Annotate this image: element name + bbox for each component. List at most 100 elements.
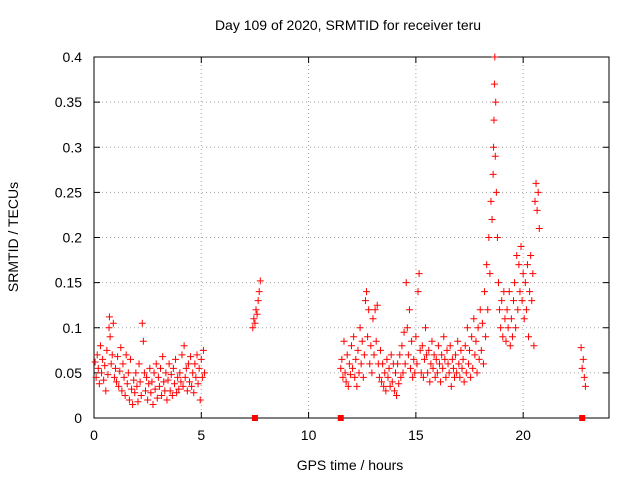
data-point <box>368 369 376 377</box>
data-point <box>578 364 586 372</box>
data-point <box>522 306 530 314</box>
data-point <box>346 371 354 379</box>
data-point <box>387 351 395 359</box>
data-point <box>466 346 474 354</box>
data-point <box>423 351 431 359</box>
data-point <box>429 364 437 372</box>
data-point <box>358 337 366 345</box>
data-point <box>167 371 175 379</box>
data-point <box>117 344 125 352</box>
data-point <box>514 306 522 314</box>
data-point <box>416 346 424 354</box>
data-point <box>512 324 520 332</box>
data-point <box>470 315 478 323</box>
data-point <box>405 306 413 314</box>
data-point <box>134 398 142 406</box>
data-point <box>380 382 388 390</box>
data-point <box>181 373 189 381</box>
data-point <box>518 297 526 305</box>
data-point <box>371 306 379 314</box>
data-point <box>342 378 350 386</box>
data-point <box>490 116 498 124</box>
data-point <box>492 98 500 106</box>
data-point <box>476 306 484 314</box>
data-point <box>493 234 501 241</box>
data-point <box>441 355 449 363</box>
data-point <box>369 315 377 323</box>
data-point <box>390 387 398 395</box>
data-point <box>115 382 123 390</box>
data-point <box>510 297 518 305</box>
data-point <box>486 270 494 278</box>
data-point <box>506 342 514 350</box>
data-point <box>431 373 439 381</box>
data-point <box>91 358 99 366</box>
data-point <box>93 351 101 359</box>
data-point <box>381 369 389 377</box>
data-point <box>404 351 412 359</box>
data-point <box>194 380 202 388</box>
data-point <box>100 376 108 384</box>
data-point <box>455 360 463 368</box>
data-point <box>145 380 153 388</box>
y-tick-label: 0 <box>74 410 82 426</box>
data-point <box>251 319 259 327</box>
data-point <box>434 342 442 350</box>
data-point <box>142 387 149 395</box>
data-point <box>185 378 193 386</box>
data-point <box>254 297 262 305</box>
data-point <box>425 346 433 354</box>
data-point <box>193 351 201 359</box>
data-point <box>410 355 418 363</box>
data-point <box>519 270 527 278</box>
y-tick-label: 0.15 <box>55 275 82 291</box>
x-tick-label: 10 <box>301 427 317 443</box>
data-point <box>403 324 411 332</box>
zero-data-point <box>579 415 586 421</box>
data-point <box>385 364 393 372</box>
data-point <box>484 306 492 314</box>
data-point <box>402 279 410 287</box>
data-point <box>92 373 100 381</box>
data-point <box>497 324 505 332</box>
data-point <box>111 364 119 372</box>
x-tick-label: 20 <box>515 427 531 443</box>
data-point <box>351 373 359 381</box>
data-point <box>533 206 541 214</box>
data-point <box>130 376 138 384</box>
data-points <box>91 53 589 421</box>
y-tick-label: 0.2 <box>63 230 83 246</box>
data-point <box>487 197 495 205</box>
data-point <box>160 378 168 386</box>
data-point <box>447 382 455 390</box>
data-point <box>255 288 263 296</box>
data-point <box>415 270 423 278</box>
data-point <box>511 279 519 287</box>
data-point <box>501 315 509 323</box>
y-tick-label: 0.05 <box>55 365 82 381</box>
data-point <box>435 360 443 368</box>
data-point <box>453 369 461 377</box>
data-point <box>378 378 386 386</box>
data-point <box>176 369 184 377</box>
data-point <box>386 382 394 390</box>
data-point <box>433 369 441 377</box>
data-point <box>534 188 542 196</box>
data-point <box>577 344 585 352</box>
data-point <box>343 351 351 359</box>
data-point <box>384 373 392 381</box>
data-point <box>98 369 106 377</box>
data-point <box>94 364 102 372</box>
data-point <box>187 353 195 361</box>
data-point <box>535 224 543 232</box>
data-point <box>367 342 375 350</box>
data-point <box>419 373 427 381</box>
data-point <box>183 387 191 395</box>
data-point <box>490 143 498 151</box>
data-point <box>338 355 346 363</box>
data-point <box>382 387 390 395</box>
data-point <box>411 369 419 377</box>
data-point <box>445 369 453 377</box>
data-point <box>132 369 140 377</box>
data-point <box>457 346 465 354</box>
